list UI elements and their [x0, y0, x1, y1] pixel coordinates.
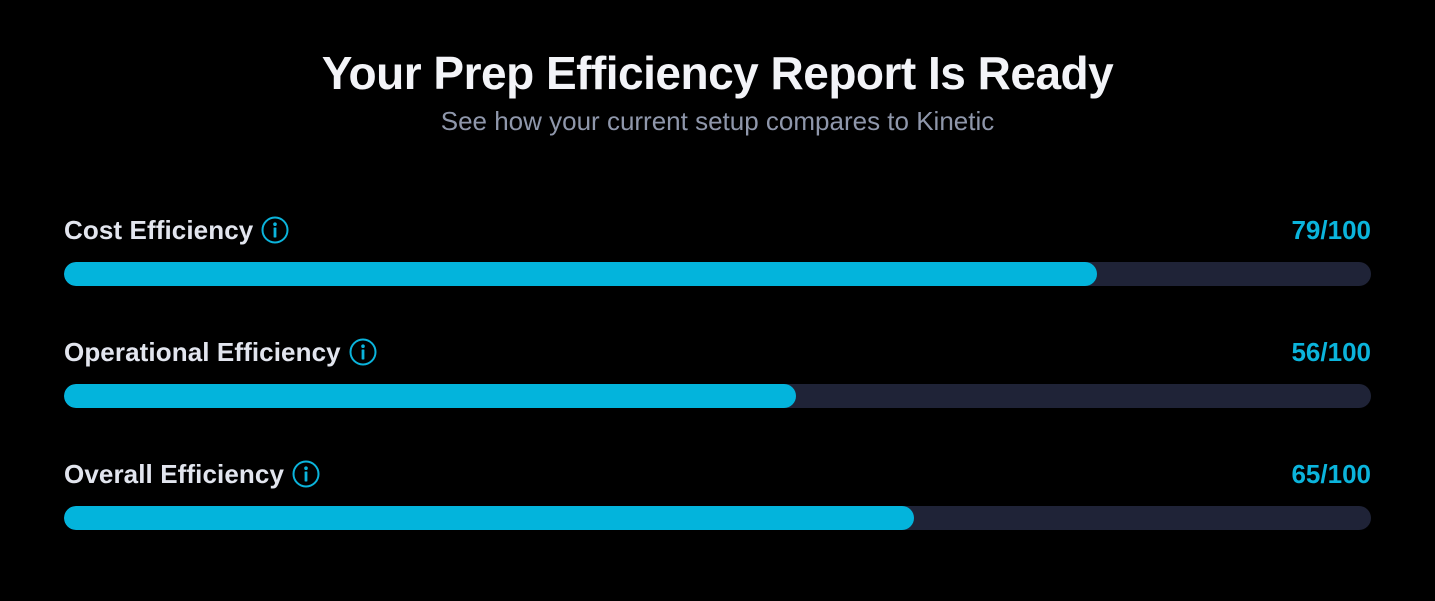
metrics-list: Cost Efficiency 79/100	[64, 208, 1371, 574]
page-subtitle: See how your current setup compares to K…	[440, 106, 995, 136]
info-icon[interactable]	[349, 338, 377, 366]
progress-track	[64, 506, 1371, 530]
metric-overall-efficiency: Overall Efficiency 65/100	[64, 452, 1371, 574]
info-icon[interactable]	[292, 460, 320, 488]
metric-cost-efficiency: Cost Efficiency 79/100	[64, 208, 1371, 330]
metric-label-group: Operational Efficiency	[64, 337, 377, 368]
metric-header: Overall Efficiency 65/100	[64, 452, 1371, 496]
progress-fill	[64, 506, 914, 530]
info-icon[interactable]	[261, 216, 289, 244]
metric-operational-efficiency: Operational Efficiency 56/100	[64, 330, 1371, 452]
metric-label-group: Overall Efficiency	[64, 459, 320, 490]
progress-fill	[64, 262, 1097, 286]
metric-header: Cost Efficiency 79/100	[64, 208, 1371, 252]
progress-track	[64, 262, 1371, 286]
metric-label-group: Cost Efficiency	[64, 215, 289, 246]
report-header: Your Prep Efficiency Report Is Ready See…	[0, 44, 1435, 138]
metric-score: 65/100	[1291, 458, 1371, 489]
progress-track	[64, 384, 1371, 408]
progress-fill	[64, 384, 796, 408]
metric-score: 56/100	[1291, 336, 1371, 367]
metric-label: Overall Efficiency	[64, 458, 285, 489]
metric-label: Operational Efficiency	[64, 336, 341, 367]
metric-score: 79/100	[1291, 214, 1371, 245]
page-title: Your Prep Efficiency Report Is Ready	[321, 47, 1114, 99]
metric-label: Cost Efficiency	[64, 214, 254, 245]
metric-header: Operational Efficiency 56/100	[64, 330, 1371, 374]
